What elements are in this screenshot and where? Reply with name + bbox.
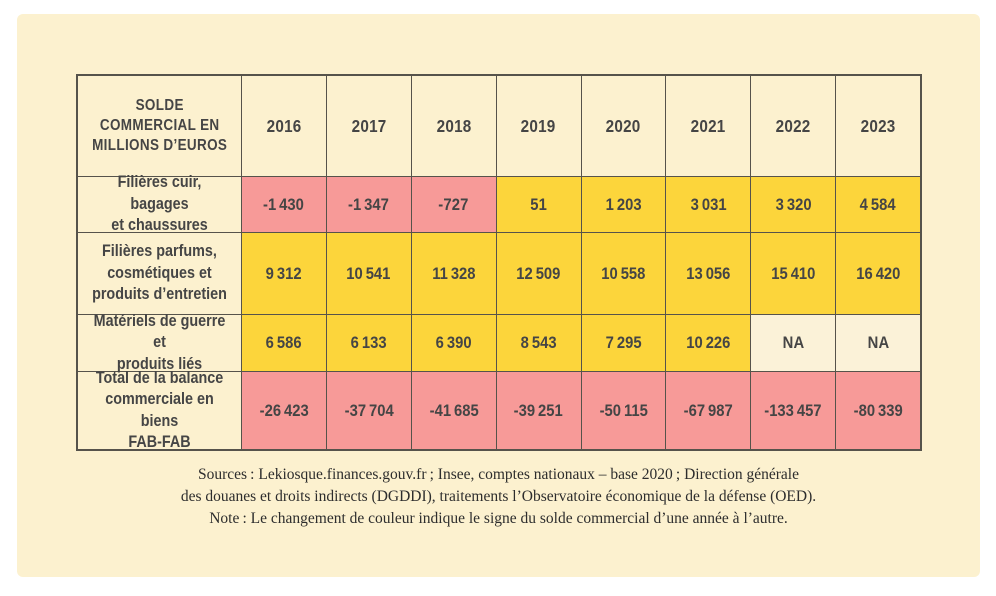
value-text: -67 987 <box>683 400 733 420</box>
value-text: 3 031 <box>690 194 727 214</box>
value-text: 51 <box>530 194 547 214</box>
value-text: 4 584 <box>860 194 896 214</box>
value-text: NA <box>782 333 805 352</box>
footer-note-line: Note : Le changement de couleur indique … <box>209 510 788 527</box>
year-header-2023: 2023 <box>836 76 920 176</box>
value-text: 11 328 <box>432 263 476 283</box>
value-cell: 12 509 <box>496 233 581 314</box>
value-text: -727 <box>438 194 469 214</box>
value-text: 6 586 <box>265 333 302 352</box>
value-cell: 6 390 <box>411 315 496 371</box>
value-cell: -26 423 <box>242 372 326 449</box>
footer-sources-line1: Sources : Lekiosque.finances.gouv.fr ; I… <box>198 466 799 483</box>
year-label: 2020 <box>605 115 641 136</box>
row-label-guerre: Matériels de guerre et produits liés <box>78 312 241 373</box>
value-text: 7 295 <box>605 333 642 352</box>
year-label: 2023 <box>860 115 896 136</box>
table-header-title-text: SOLDE COMMERCIAL EN MILLIONS D’EUROS <box>91 97 228 154</box>
row-label-parfums: Filières parfums, cosmétiques et produit… <box>78 233 241 314</box>
value-cell: -41 685 <box>411 372 496 449</box>
value-cell: 4 584 <box>836 177 920 232</box>
value-cell: -80 339 <box>836 372 920 449</box>
value-text: 10 541 <box>346 263 391 283</box>
year-header-2019: 2019 <box>496 76 581 176</box>
value-text: -37 704 <box>344 400 394 420</box>
value-cell: 1 203 <box>581 177 666 232</box>
value-text: 13 056 <box>686 263 731 283</box>
value-cell: 8 543 <box>496 315 581 371</box>
row-label-text: Matériels de guerre et produits liés <box>93 311 226 373</box>
trade-balance-table: SOLDE COMMERCIAL EN MILLIONS D’EUROS 201… <box>76 74 922 451</box>
value-cell: 13 056 <box>666 233 751 314</box>
value-text: -50 115 <box>599 400 648 420</box>
value-cell: -67 987 <box>666 372 751 449</box>
value-text: NA <box>867 333 889 352</box>
value-cell: -50 115 <box>581 372 666 449</box>
table-header-title: SOLDE COMMERCIAL EN MILLIONS D’EUROS <box>78 76 241 176</box>
value-text: -133 457 <box>764 400 822 420</box>
value-cell: 6 133 <box>326 315 411 371</box>
value-text: 3 320 <box>775 194 812 214</box>
row-label-cuir: Filières cuir, bagages et chaussures <box>78 173 241 234</box>
year-label: 2019 <box>521 115 557 136</box>
row-label-text: Filières cuir, bagages et chaussures <box>111 173 208 235</box>
value-cell: NA <box>751 315 836 371</box>
year-header-2017: 2017 <box>326 76 411 176</box>
value-cell: 10 541 <box>326 233 411 314</box>
value-text: -1 347 <box>348 194 390 214</box>
footer-notes: Sources : Lekiosque.finances.gouv.fr ; I… <box>17 464 980 530</box>
value-cell: 11 328 <box>411 233 496 314</box>
value-text: 12 509 <box>516 263 561 283</box>
value-text: 10 226 <box>686 333 731 352</box>
value-cell: 10 226 <box>666 315 751 371</box>
value-cell: -727 <box>411 177 496 232</box>
value-text: 10 558 <box>601 263 646 283</box>
value-text: -26 423 <box>259 400 309 420</box>
year-header-2021: 2021 <box>666 76 751 176</box>
year-label: 2022 <box>775 115 811 136</box>
year-header-2022: 2022 <box>751 76 836 176</box>
figure-panel: SOLDE COMMERCIAL EN MILLIONS D’EUROS 201… <box>17 14 980 577</box>
value-text: 15 410 <box>771 263 816 283</box>
value-text: 8 543 <box>520 333 557 352</box>
value-cell: 51 <box>496 177 581 232</box>
year-label: 2017 <box>351 115 387 136</box>
row-label-text: Total de la balance commerciale en biens… <box>95 368 224 452</box>
value-text: -41 685 <box>429 400 479 420</box>
value-text: 9 312 <box>265 263 302 283</box>
value-text: 6 133 <box>350 333 387 352</box>
year-label: 2021 <box>690 115 726 136</box>
row-label-text: Filières parfums, cosmétiques et produit… <box>92 242 227 304</box>
year-header-2018: 2018 <box>411 76 496 176</box>
value-cell: -37 704 <box>326 372 411 449</box>
value-cell: 3 320 <box>751 177 836 232</box>
value-cell: -133 457 <box>751 372 836 449</box>
value-text: -80 339 <box>853 400 903 420</box>
value-cell: -39 251 <box>496 372 581 449</box>
value-cell: -1 430 <box>242 177 326 232</box>
value-cell: 16 420 <box>836 233 920 314</box>
year-header-2016: 2016 <box>242 76 326 176</box>
value-text: 16 420 <box>856 263 901 283</box>
value-text: -1 430 <box>263 194 305 214</box>
value-cell: 15 410 <box>751 233 836 314</box>
value-cell: 3 031 <box>666 177 751 232</box>
value-cell: 6 586 <box>242 315 326 371</box>
value-cell: NA <box>836 315 920 371</box>
value-text: 6 390 <box>435 333 472 352</box>
value-text: 1 203 <box>605 194 642 214</box>
value-cell: -1 347 <box>326 177 411 232</box>
row-label-total: Total de la balance commerciale en biens… <box>78 369 241 451</box>
year-header-2020: 2020 <box>581 76 666 176</box>
value-text: -39 251 <box>514 400 564 420</box>
year-label: 2016 <box>266 115 302 136</box>
footer-sources-line2: des douanes et droits indirects (DGDDI),… <box>180 488 817 505</box>
value-cell: 10 558 <box>581 233 666 314</box>
value-cell: 9 312 <box>242 233 326 314</box>
value-cell: 7 295 <box>581 315 666 371</box>
year-label: 2018 <box>436 115 472 136</box>
